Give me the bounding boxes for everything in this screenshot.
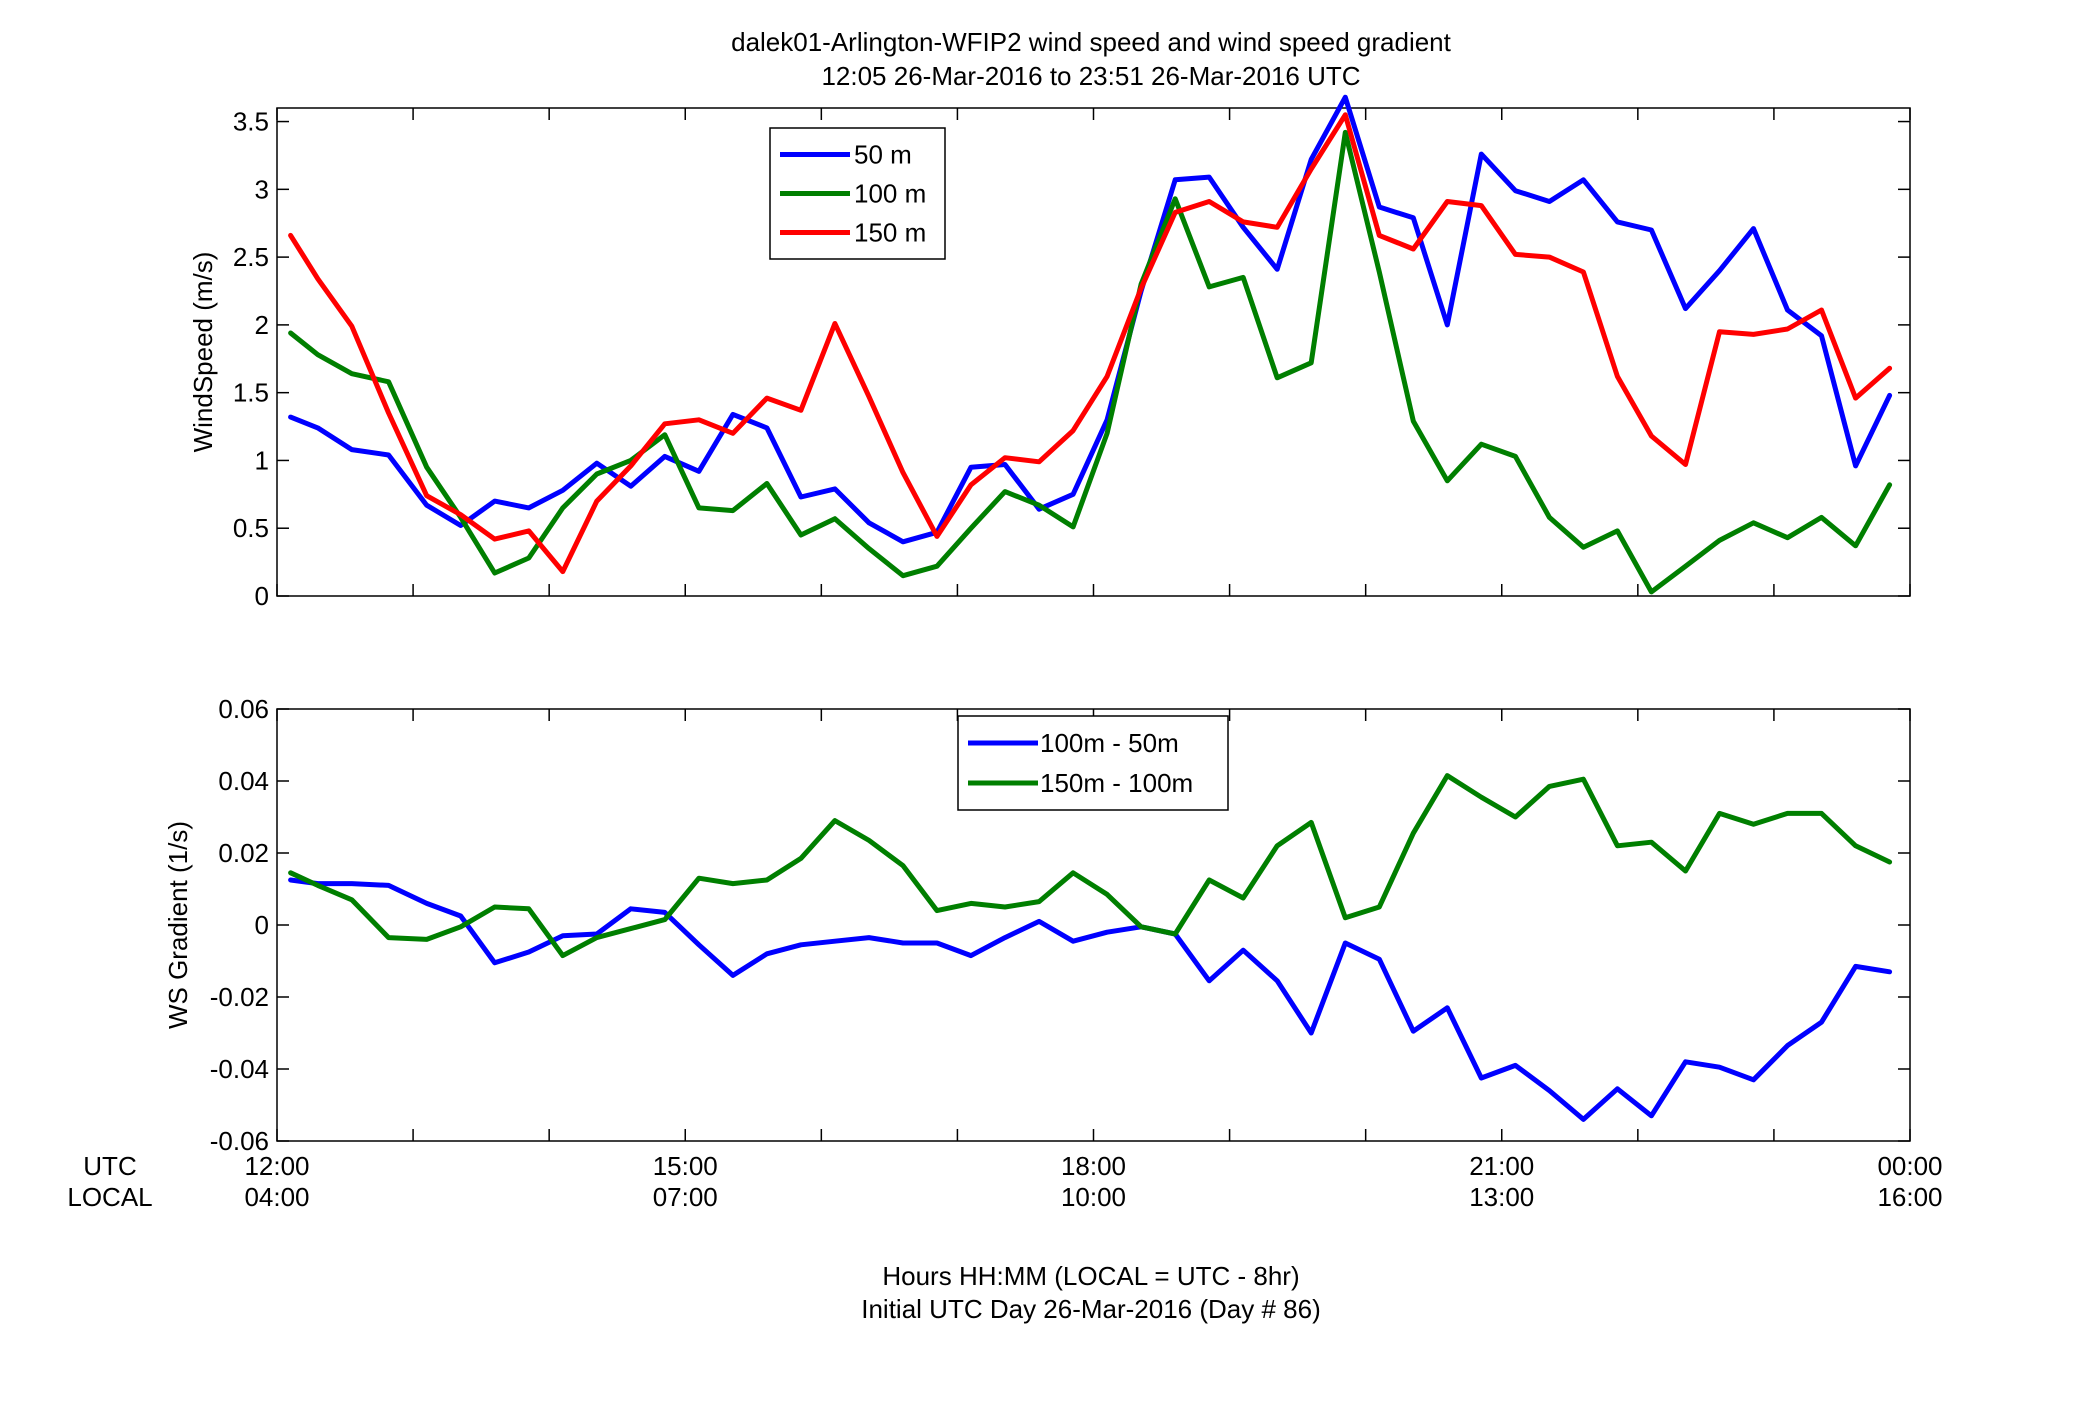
legend: 50 m 100 m 150 m — [769, 127, 946, 260]
x-tick-label-local: 10:00 — [1061, 1182, 1126, 1212]
y-tick-label: -0.02 — [210, 982, 269, 1012]
y-axis-label: WS Gradient (1/s) — [163, 821, 193, 1029]
x-tick-label-local: 13:00 — [1469, 1182, 1534, 1212]
y-tick-label: 0.04 — [218, 766, 269, 796]
x-tick-label-local: 07:00 — [653, 1182, 718, 1212]
series-line-50-m — [288, 94, 1893, 545]
series-line-100-m — [288, 129, 1893, 595]
legend-label-100-m: 100 m — [854, 179, 926, 209]
x-axis-label-line2: Initial UTC Day 26-Mar-2016 (Day # 86) — [861, 1294, 1321, 1324]
y-tick-label: 0 — [255, 910, 269, 940]
y-tick-label: -0.06 — [210, 1126, 269, 1156]
legend-label-150-m: 150 m — [854, 218, 926, 248]
y-tick-label: -0.04 — [210, 1054, 269, 1084]
x-tick-label-utc: 15:00 — [653, 1151, 718, 1181]
y-tick-label: 0.06 — [218, 694, 269, 724]
chart-title-line2: 12:05 26-Mar-2016 to 23:51 26-Mar-2016 U… — [821, 61, 1360, 91]
x-tick-label-utc: 21:00 — [1469, 1151, 1534, 1181]
x-axis-label-line1: Hours HH:MM (LOCAL = UTC - 8hr) — [882, 1261, 1299, 1291]
y-tick-label: 0.02 — [218, 838, 269, 868]
series-line-100m-50m — [288, 877, 1893, 1122]
legend-label-50-m: 50 m — [854, 140, 912, 170]
wind-speed-gradient-panel: -0.06 -0.04 -0.02 0 0.02 0.04 0.06 WS Gradient … — [163, 694, 1911, 1156]
chart-title-line1: dalek01-Arlington-WFIP2 wind speed and w… — [731, 27, 1452, 57]
y-tick-label: 3 — [255, 174, 269, 204]
x-tick-label-utc: 18:00 — [1061, 1151, 1126, 1181]
y-tick-label: 0 — [255, 581, 269, 611]
x-tick-label-local: 16:00 — [1877, 1182, 1942, 1212]
y-tick-label: 2.5 — [233, 242, 269, 272]
legend: 100m - 50m 150m - 100m — [957, 715, 1229, 811]
utc-row-label: UTC — [83, 1151, 136, 1181]
legend-label-100m-50m: 100m - 50m — [1040, 728, 1179, 758]
y-axis-label: WindSpeed (m/s) — [188, 252, 218, 453]
x-tick-label-utc: 00:00 — [1877, 1151, 1942, 1181]
x-tick-label-utc: 12:00 — [244, 1151, 309, 1181]
wind-speed-panel: 0 0.5 1 1.5 2 2.5 3 3.5 WindSpeed (m/s) 50 m 100 m… — [188, 94, 1911, 611]
y-tick-label: 3.5 — [233, 107, 269, 137]
legend-label-150m-100m: 150m - 100m — [1040, 768, 1193, 798]
y-tick-label: 0.5 — [233, 513, 269, 543]
x-tick-label-local: 04:00 — [244, 1182, 309, 1212]
y-tick-label: 1 — [255, 445, 269, 475]
y-tick-label: 1.5 — [233, 378, 269, 408]
y-tick-label: 2 — [255, 310, 269, 340]
local-row-label: LOCAL — [67, 1182, 152, 1212]
series-line-150m-100m — [288, 773, 1893, 959]
legend-box — [957, 715, 1229, 811]
series-line-150-m — [288, 112, 1893, 575]
